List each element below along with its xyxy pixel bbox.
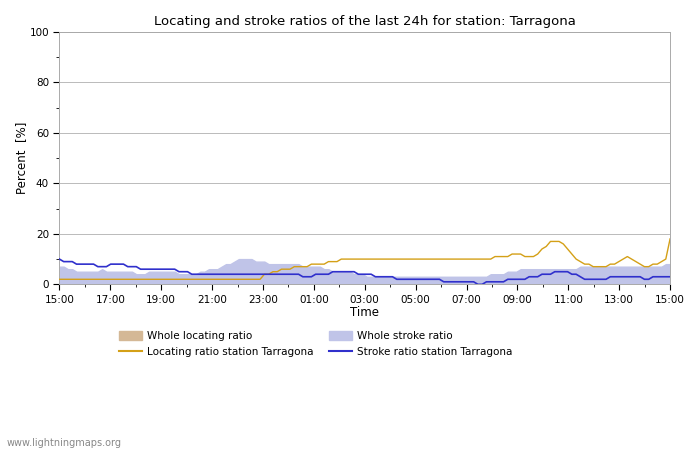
Y-axis label: Percent  [%]: Percent [%] xyxy=(15,122,28,194)
X-axis label: Time: Time xyxy=(350,306,379,319)
Title: Locating and stroke ratios of the last 24h for station: Tarragona: Locating and stroke ratios of the last 2… xyxy=(154,15,575,28)
Text: www.lightningmaps.org: www.lightningmaps.org xyxy=(7,438,122,448)
Legend: Whole locating ratio, Locating ratio station Tarragona, Whole stroke ratio, Stro: Whole locating ratio, Locating ratio sta… xyxy=(116,328,516,360)
